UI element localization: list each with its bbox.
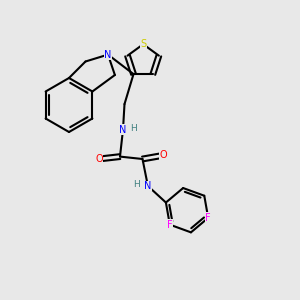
Text: S: S <box>140 39 146 49</box>
Text: H: H <box>133 180 140 189</box>
Text: N: N <box>104 50 112 60</box>
Text: F: F <box>167 220 172 230</box>
Text: H: H <box>130 124 137 133</box>
Text: O: O <box>95 154 103 164</box>
Text: F: F <box>206 213 211 223</box>
Text: N: N <box>119 124 127 135</box>
Text: O: O <box>159 150 167 161</box>
Text: N: N <box>144 181 152 191</box>
